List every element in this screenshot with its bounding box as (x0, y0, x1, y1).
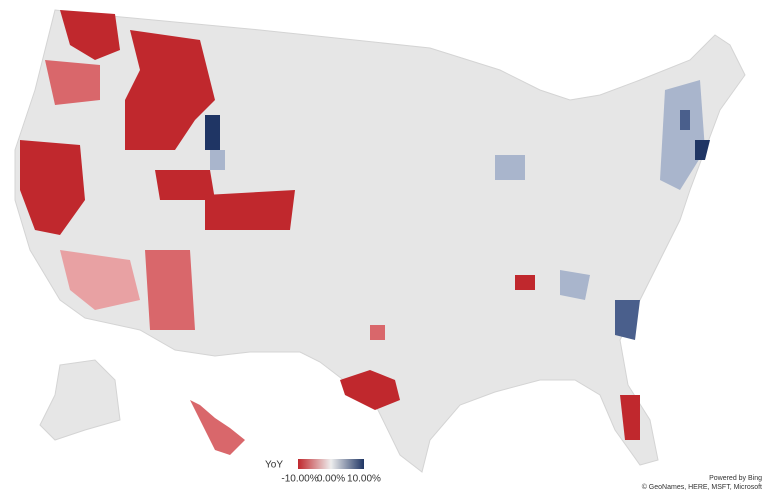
us-map (14, 9, 746, 473)
legend-label: 10.00% (347, 474, 381, 485)
powered-by: Powered by Bing (709, 475, 762, 482)
legend-title: YoY (265, 460, 283, 471)
legend-label: 0.00% (317, 474, 345, 485)
legend: YoY -10.00% 0.00% 10.00% (265, 459, 381, 485)
legend-label: -10.00% (281, 474, 318, 485)
copyright: © GeoNames, HERE, MSFT, Microsoft (642, 483, 762, 491)
legend-gradient (298, 459, 364, 469)
